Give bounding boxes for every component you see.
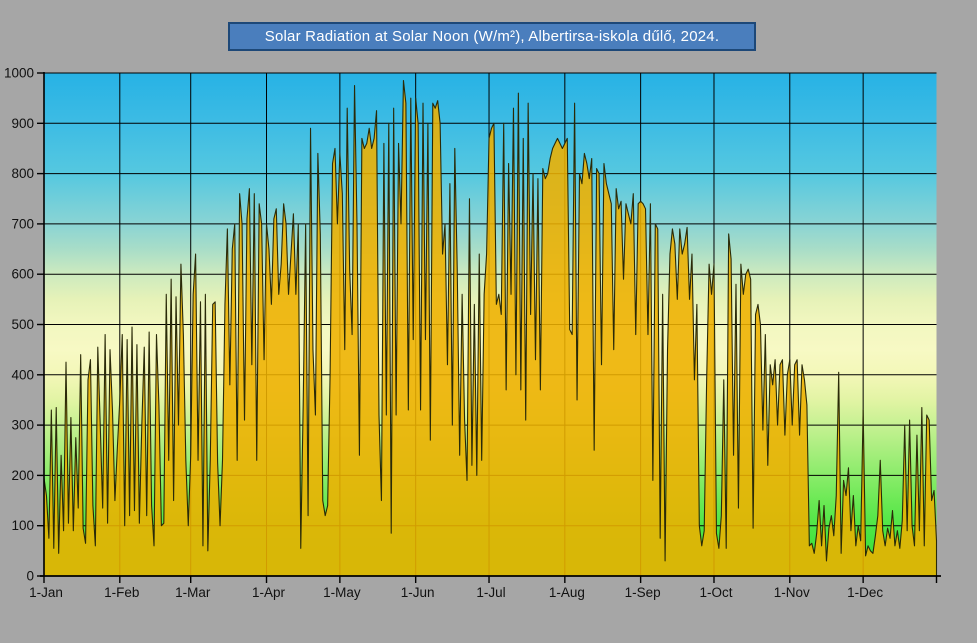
x-tick-label: 1-Aug: [549, 585, 585, 600]
x-tick-label: 1-May: [323, 585, 361, 600]
y-tick-label: 100: [11, 518, 34, 533]
x-tick-label: 1-Oct: [699, 585, 732, 600]
x-tick-label: 1-Jun: [401, 585, 435, 600]
x-tick-label: 1-Sep: [625, 585, 661, 600]
y-tick-label: 600: [11, 267, 34, 282]
y-tick-label: 500: [11, 317, 34, 332]
y-tick-label: 300: [11, 418, 34, 433]
x-tick-label: 1-Nov: [774, 585, 810, 600]
y-tick-label: 400: [11, 367, 34, 382]
x-tick-label: 1-Mar: [175, 585, 211, 600]
chart-title: Solar Radiation at Solar Noon (W/m²), Al…: [264, 28, 720, 45]
y-tick-label: 800: [11, 166, 34, 181]
x-tick-label: 1-Apr: [252, 585, 286, 600]
x-tick-label: 1-Jan: [29, 585, 63, 600]
y-tick-label: 700: [11, 216, 34, 231]
x-tick-label: 1-Jul: [476, 585, 505, 600]
y-tick-label: 900: [11, 116, 34, 131]
y-tick-label: 0: [26, 569, 34, 584]
y-tick-label: 1000: [4, 66, 34, 81]
x-tick-label: 1-Feb: [104, 585, 139, 600]
y-tick-label: 200: [11, 468, 34, 483]
x-tick-label: 1-Dec: [847, 585, 883, 600]
chart-title-box: Solar Radiation at Solar Noon (W/m²), Al…: [228, 22, 756, 51]
radiation-area-series: [43, 80, 938, 577]
